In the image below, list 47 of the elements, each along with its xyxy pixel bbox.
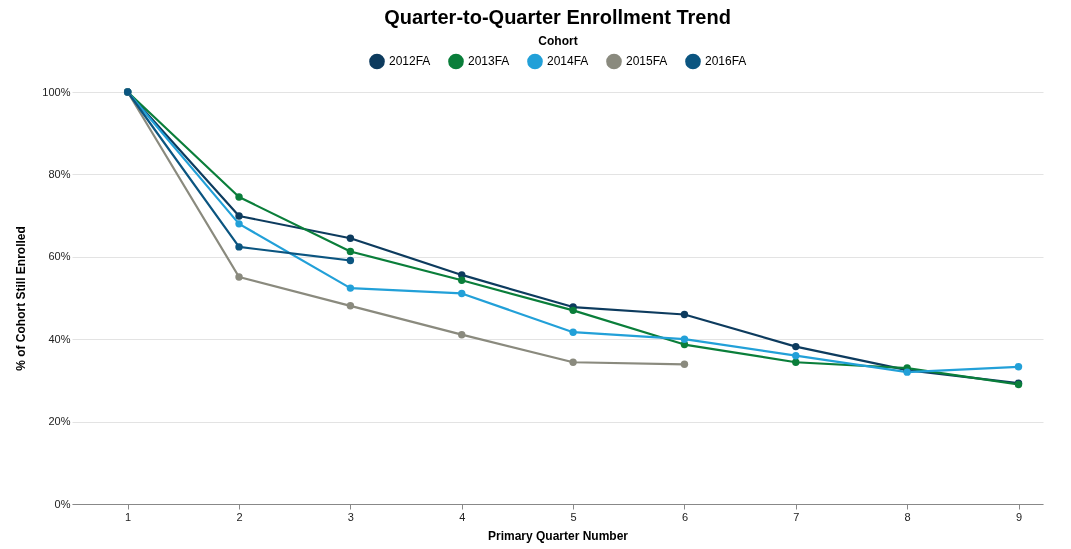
point: [680, 360, 689, 369]
chart-title: Quarter-to-Quarter Enrollment Trend: [384, 6, 731, 28]
point: [346, 256, 355, 265]
point: [346, 302, 355, 310]
x-tick-label: 4: [459, 510, 466, 523]
x-tick-label: 3: [347, 510, 354, 523]
x-tick-label: 6: [681, 510, 689, 523]
x-tick-label: 9: [1015, 510, 1023, 523]
x-axis-title: Primary Quarter Number: [487, 528, 629, 543]
point: [792, 358, 800, 366]
legend-label: 2013FA: [468, 54, 510, 69]
point: [235, 193, 243, 201]
y-axis-title: % of Cohort Still Enrolled: [14, 226, 29, 371]
x-tick-label: 8: [904, 510, 911, 523]
legend-title: Cohort: [538, 34, 578, 48]
point: [235, 220, 243, 228]
point: [569, 306, 577, 315]
legend-label: 2015FA: [626, 54, 668, 69]
legend-label: 2016FA: [705, 54, 747, 69]
y-tick-label: 60%: [48, 250, 71, 263]
point: [346, 247, 355, 256]
point: [792, 342, 800, 351]
x-tick-label: 2: [236, 510, 243, 523]
x-tick-label: 5: [570, 510, 577, 523]
point: [680, 335, 689, 343]
y-tick-label: 0%: [54, 497, 71, 510]
point: [458, 330, 466, 339]
point: [458, 276, 466, 284]
y-tick-label: 80%: [48, 167, 71, 180]
y-tick-label: 20%: [48, 415, 71, 428]
point: [346, 284, 355, 292]
point: [346, 234, 355, 242]
point: [235, 212, 243, 220]
y-tick-label: 40%: [48, 332, 71, 345]
legend-label: 2012FA: [389, 54, 431, 69]
legend-label: 2014FA: [547, 54, 589, 69]
point: [1014, 363, 1023, 371]
point: [569, 328, 577, 336]
point: [680, 310, 689, 319]
point: [458, 289, 466, 298]
point: [235, 273, 243, 281]
x-tick-label: 7: [793, 510, 800, 523]
point: [792, 351, 800, 360]
point: [569, 358, 577, 366]
x-tick-label: 1: [125, 510, 132, 523]
y-tick-label: 100%: [42, 85, 71, 98]
point: [235, 243, 243, 251]
